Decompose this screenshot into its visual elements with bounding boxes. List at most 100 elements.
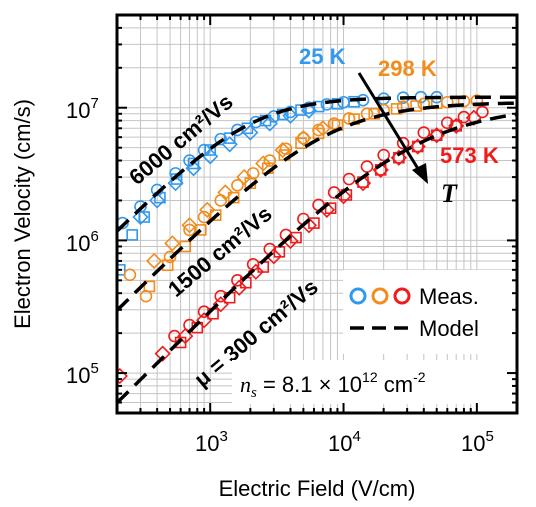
meas-point-circle-s2 [396, 136, 410, 150]
meas-point-circle-s0 [214, 132, 228, 146]
legend: Meas. Model [343, 270, 517, 354]
meas-point-diamond-s0 [185, 160, 202, 177]
meas-point-diamond-s0 [300, 102, 318, 119]
meas-point-diamond-s2 [154, 345, 171, 362]
x-tick-label-1e3: 103 [195, 428, 228, 456]
meas-point-square-s1 [390, 103, 403, 115]
meas-point-square-s1 [143, 280, 156, 293]
meas-point-diamond-s2 [428, 127, 445, 144]
meas-point-diamond-s2 [247, 263, 264, 280]
density-unit-exponent: -2 [413, 369, 426, 385]
meas-point-square-s1 [209, 209, 222, 221]
meas-point-square-s2 [411, 140, 424, 153]
series-label-573k: 573 K [440, 143, 499, 168]
meas-point-circle-s1 [360, 107, 374, 121]
meas-point-diamond-s0 [149, 192, 166, 209]
meas-point-diamond-s2 [390, 149, 407, 166]
density-exponent: 12 [362, 369, 378, 385]
meas-point-square-s1 [410, 100, 422, 112]
legend-marker-25k [349, 287, 367, 305]
meas-point-diamond-s1 [199, 201, 216, 218]
meas-point-square-s1 [368, 108, 381, 120]
y-tick-label-1e7: 107 [66, 95, 99, 123]
meas-point-square-s2 [450, 120, 463, 132]
y-axis-title: Electron Velocity (cm/s) [10, 99, 35, 329]
density-subscript: s [251, 385, 257, 401]
meas-point-circle-s0 [249, 115, 263, 129]
meas-point-diamond-s1 [217, 184, 234, 201]
svg-text:107: 107 [66, 95, 99, 123]
meas-point-square-s2 [430, 129, 443, 142]
meas-point-diamond-s0 [167, 175, 184, 192]
x-tick-label-1e4: 104 [328, 428, 361, 456]
meas-point-square-s0 [331, 98, 344, 110]
meas-point-square-s0 [312, 100, 325, 113]
meas-point-diamond-s1 [314, 120, 332, 137]
legend-marker-298k [371, 287, 389, 305]
meas-point-square-s0 [117, 264, 126, 276]
meas-point-square-s0 [187, 157, 200, 170]
sheet-density-annotation: ns = 8.1 × 1012 cm-2 [232, 360, 517, 404]
meas-point-square-s0 [348, 95, 360, 108]
meas-point-square-s1 [179, 240, 192, 253]
legend-model-label: Model [419, 316, 479, 341]
meas-point-diamond-s0 [282, 107, 299, 124]
series-label-298k: 298 K [378, 56, 437, 81]
x-tick-label-1e5: 105 [461, 428, 494, 456]
meas-point-square-s1 [194, 224, 207, 236]
svg-text:105: 105 [66, 360, 99, 388]
meas-point-circle-s0 [267, 110, 281, 123]
meas-point-circle-s1 [327, 117, 341, 130]
meas-point-circle-s2 [417, 126, 431, 139]
y-tick-label-1e6: 106 [66, 228, 99, 256]
meas-point-diamond-s1 [146, 252, 163, 270]
meas-point-circle-s1 [123, 268, 137, 282]
meas-point-circle-s2 [457, 110, 471, 124]
meas-point-circle-s1 [197, 210, 211, 224]
trend-label: T [441, 179, 458, 208]
meas-point-circle-s2 [377, 148, 390, 162]
svg-text:ns = 8.1 × 1012 cm-2: ns = 8.1 × 1012 cm-2 [240, 369, 426, 401]
meas-point-circle-s1 [231, 179, 244, 192]
svg-text:106: 106 [66, 228, 99, 256]
meas-point-diamond-s0 [132, 208, 149, 226]
meas-point-diamond-s2 [409, 138, 426, 155]
svg-text:105: 105 [461, 428, 494, 456]
meas-point-square-s0 [204, 144, 216, 156]
meas-point-diamond-s2 [231, 279, 248, 296]
series-label-25k: 25 K [299, 44, 346, 69]
meas-point-square-s0 [223, 132, 236, 144]
meas-point-diamond-s1 [164, 235, 181, 252]
meas-point-circle-s1 [263, 154, 277, 167]
meas-point-diamond-s2 [177, 327, 194, 345]
meas-point-circle-s1 [163, 250, 177, 264]
y-tick-label-1e5: 105 [66, 360, 99, 388]
svg-text:104: 104 [328, 428, 361, 456]
meas-point-diamond-s0 [242, 124, 259, 141]
model-curve-0 [117, 95, 517, 233]
axis-ticks [116, 14, 518, 414]
svg-text:103: 103 [195, 428, 228, 456]
model-layer [117, 95, 517, 405]
meas-point-diamond-s1 [236, 168, 253, 186]
meas-point-diamond-s1 [181, 217, 198, 234]
x-axis-title: Electric Field (V/cm) [219, 476, 416, 501]
meas-point-diamond-s1 [255, 155, 272, 172]
meas-point-diamond-s2 [212, 296, 229, 313]
meas-point-diamond-s1 [295, 129, 312, 147]
meas-point-diamond-s2 [448, 117, 465, 134]
meas-point-square-s0 [138, 211, 151, 223]
legend-marker-573k [393, 287, 411, 305]
meas-point-diamond-s1 [274, 141, 291, 159]
meas-point-diamond-s0 [221, 136, 238, 153]
model-curve-1 [117, 101, 517, 312]
meas-point-circle-s1 [470, 94, 484, 107]
legend-meas-label: Meas. [419, 284, 479, 309]
density-unit: cm [378, 372, 413, 397]
plot-frame [115, 13, 519, 415]
meas-point-circle-s2 [476, 105, 489, 119]
meas-point-circle-s2 [360, 160, 374, 173]
meas-point-square-s0 [126, 229, 138, 241]
meas-point-diamond-s2 [195, 312, 213, 329]
